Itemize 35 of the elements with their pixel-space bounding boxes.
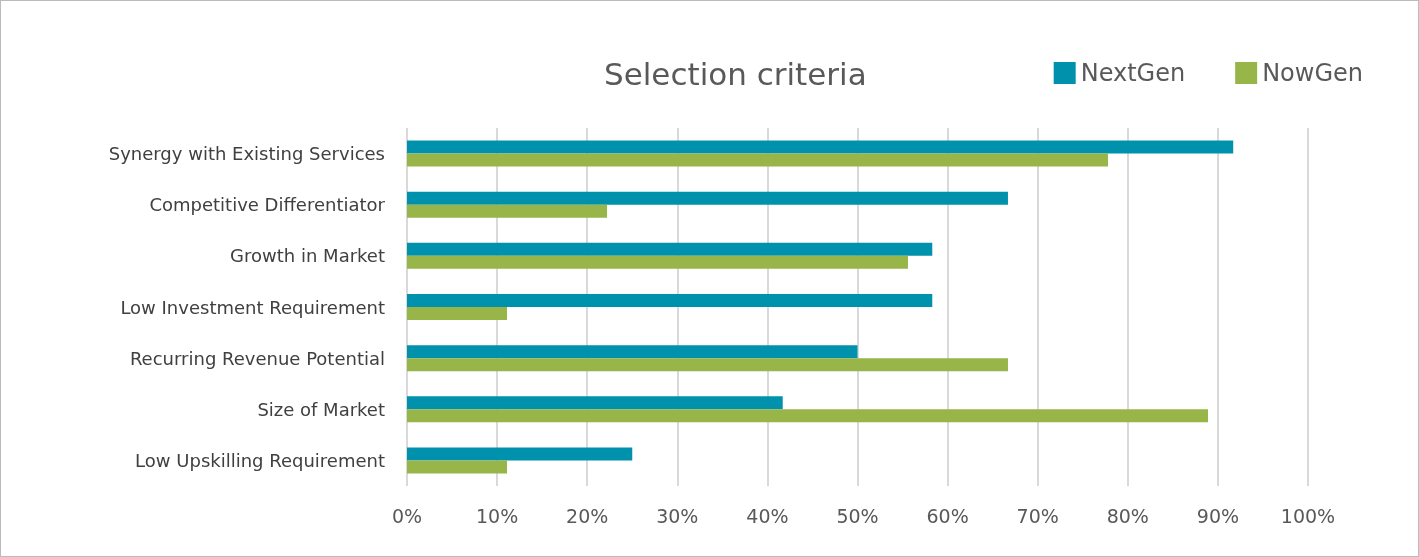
bar [407,307,508,320]
bar [407,153,1108,167]
bar [407,396,783,410]
x-tick-label: 30% [656,504,699,527]
bar [407,140,1234,154]
bar [407,204,608,218]
x-tick-label: 80% [1106,504,1149,527]
y-tick-label: Synergy with Existing Services [108,143,385,165]
x-tick-label: 50% [836,504,879,527]
bar [407,242,933,256]
bar [407,294,933,307]
bar [407,447,633,461]
x-tick-label: 40% [746,504,789,527]
x-tick-label: 90% [1196,504,1240,527]
y-tick-label: Low Investment Requirement [120,296,385,318]
x-tick-label: 20% [566,504,609,527]
y-tick-label: Competitive Differentiator [149,194,386,216]
chart-title: Selection criteria [604,55,867,92]
y-tick-label: Recurring Revenue Potential [129,347,385,369]
bar [407,409,1208,423]
x-tick-label: 60% [926,504,969,527]
x-tick-label: 0% [391,504,423,527]
bar [407,191,1008,205]
x-tick-label: 70% [1016,504,1059,527]
y-tick-label: Size of Market [257,398,385,420]
bar [407,255,908,269]
bar [407,345,858,359]
x-tick-label: 100% [1280,504,1336,527]
x-tick-label: 10% [475,504,519,527]
bar [407,358,1008,372]
bar [407,460,508,474]
legend-label: NowGen [1262,59,1363,87]
legend-label: NextGen [1080,59,1186,87]
y-tick-label: Growth in Market [230,245,385,267]
y-tick-label: Low Upskilling Requirement [135,449,385,471]
